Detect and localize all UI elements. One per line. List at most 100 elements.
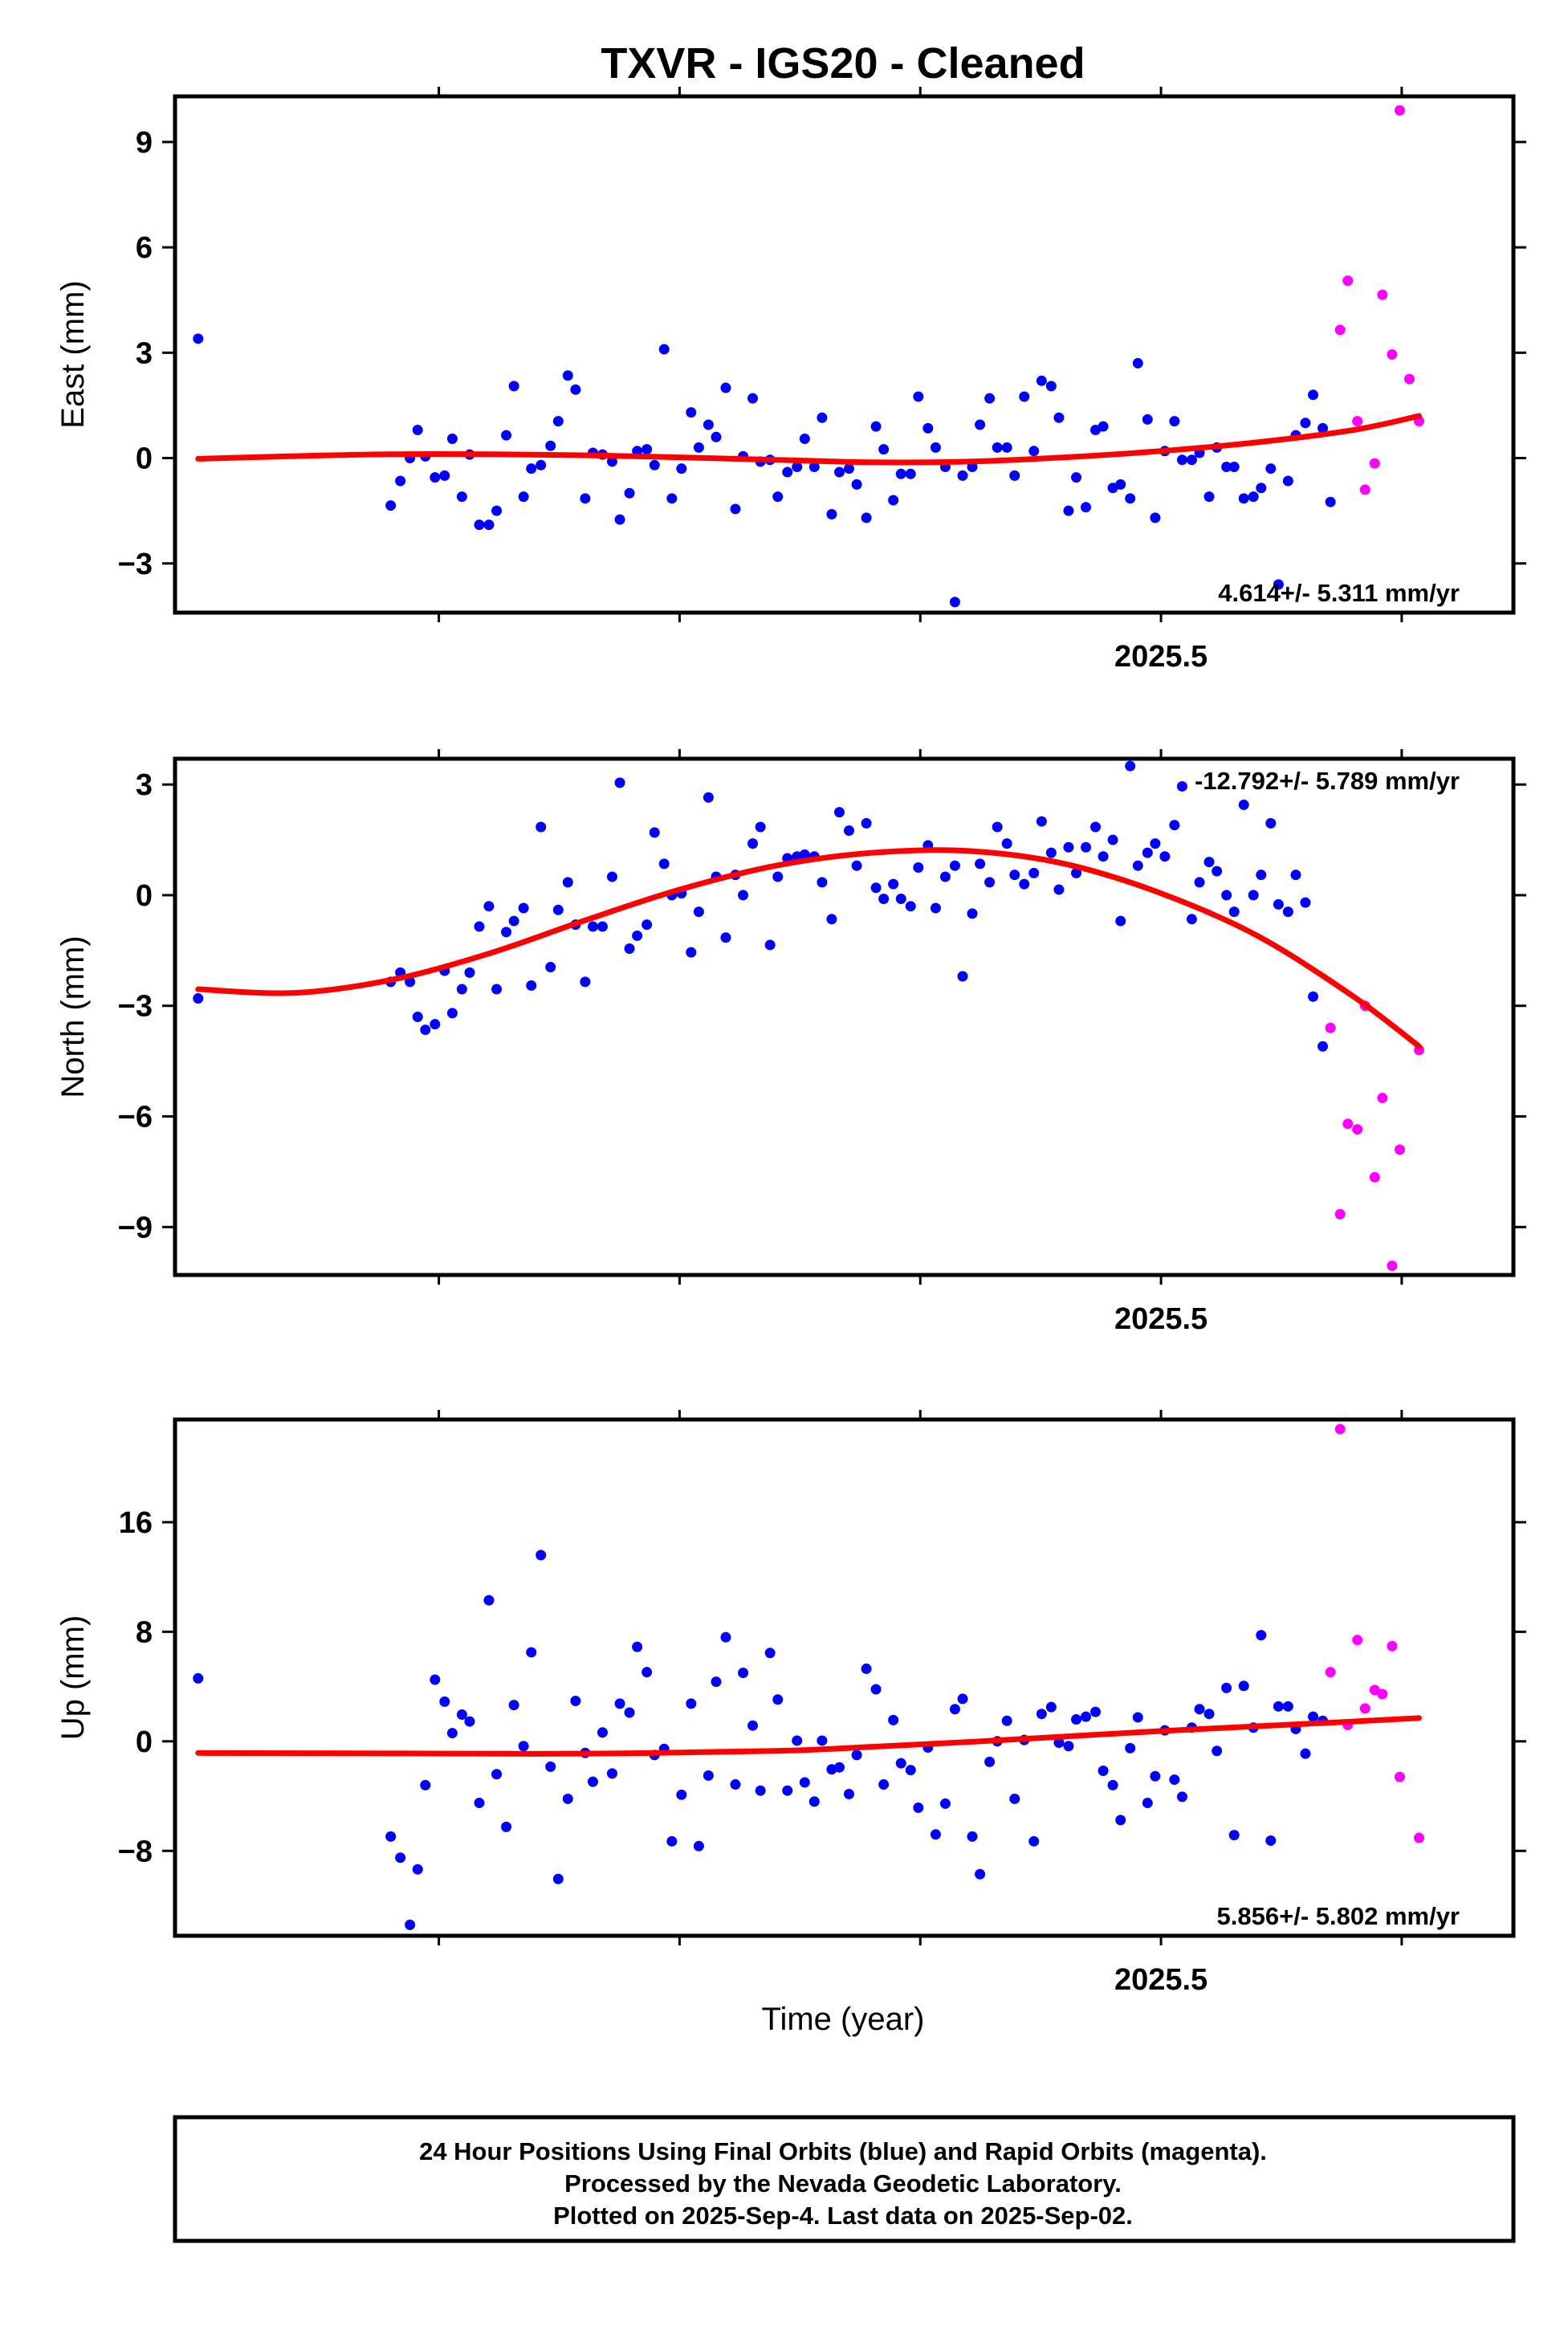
final-orbit-point: [922, 422, 934, 434]
final-orbit-point: [711, 1676, 722, 1688]
final-orbit-point: [518, 491, 529, 503]
final-orbit-point: [888, 1714, 899, 1725]
final-orbit-point: [1053, 412, 1065, 423]
plot-frame: [173, 94, 1516, 615]
final-orbit-point: [536, 821, 547, 833]
final-orbit-point: [1256, 1630, 1267, 1641]
final-orbit-point: [888, 495, 899, 506]
final-orbit-point: [817, 1735, 828, 1746]
final-orbit-point: [738, 890, 749, 901]
rapid-orbit-point: [1369, 1684, 1380, 1696]
final-orbit-point: [755, 821, 766, 833]
final-orbit-point: [957, 470, 968, 481]
rapid-orbit-point: [1352, 1124, 1363, 1135]
final-orbit-point: [570, 384, 581, 395]
y-tick-label: −9: [118, 1211, 153, 1244]
final-orbit-point: [1282, 906, 1293, 918]
rapid-orbit-point: [1334, 324, 1346, 336]
final-orbit-point: [439, 1696, 450, 1707]
final-orbit-point: [1308, 389, 1319, 401]
final-orbit-point: [491, 984, 503, 995]
final-orbit-point: [1221, 1682, 1232, 1693]
final-orbit-point: [792, 461, 803, 472]
final-orbit-point: [526, 463, 537, 475]
final-orbit-point: [666, 1835, 678, 1847]
final-orbit-point: [562, 1793, 573, 1804]
final-orbit-point: [817, 877, 828, 888]
final-orbit-point: [1107, 1779, 1118, 1790]
final-orbit-point: [888, 878, 899, 890]
final-orbit-point: [1169, 416, 1180, 427]
final-orbit-point: [395, 1852, 406, 1864]
final-orbit-point: [552, 416, 564, 427]
final-orbit-point: [518, 902, 529, 914]
final-orbit-point: [1150, 512, 1161, 523]
final-orbit-point: [430, 472, 441, 483]
final-orbit-point: [1001, 838, 1012, 849]
rapid-orbit-point: [1369, 1171, 1380, 1183]
final-orbit-point: [782, 1785, 793, 1796]
footer-box: 24 Hour Positions Using Final Orbits (bl…: [173, 2115, 1516, 2243]
rapid-orbit-point: [1325, 1022, 1336, 1033]
rapid-orbit-point: [1342, 1118, 1354, 1130]
final-orbit-point: [878, 1779, 890, 1790]
plot-frame: [173, 756, 1516, 1277]
final-orbit-point: [799, 433, 810, 444]
final-orbit-point: [1212, 866, 1223, 877]
rapid-orbit-point: [1352, 1635, 1363, 1646]
final-orbit-point: [1142, 1798, 1153, 1809]
final-orbit-point: [834, 1762, 845, 1773]
final-orbit-point: [738, 1668, 749, 1679]
final-orbit-point: [412, 425, 423, 436]
y-tick-label: 3: [136, 768, 153, 802]
final-orbit-point: [526, 980, 537, 991]
final-orbit-point: [1098, 851, 1109, 862]
final-orbit-point: [1186, 454, 1197, 466]
y-tick-label: −3: [118, 548, 153, 581]
final-orbit-point: [1009, 470, 1020, 481]
final-orbit-point: [1238, 799, 1249, 810]
final-orbit-point: [1045, 1701, 1057, 1713]
y-tick-label: −3: [118, 990, 153, 1024]
y-tick-label: 0: [136, 879, 153, 913]
final-orbit-point: [1150, 1770, 1161, 1782]
final-orbit-point: [967, 908, 978, 919]
final-orbit-point: [562, 877, 573, 888]
rapid-orbit-point: [1342, 275, 1354, 287]
final-orbit-point: [1273, 579, 1284, 590]
final-orbit-point: [1256, 870, 1267, 881]
final-orbit-point: [730, 503, 741, 515]
final-orbit-point: [878, 894, 890, 905]
final-orbit-point: [483, 901, 495, 912]
final-orbit-point: [1071, 1714, 1082, 1725]
final-orbit-point: [1081, 502, 1092, 513]
final-orbit-point: [632, 930, 643, 941]
final-orbit-point: [1142, 847, 1153, 858]
final-orbit-point: [1115, 915, 1126, 927]
x-axis-label: Time (year): [762, 2002, 925, 2037]
final-orbit-point: [1028, 446, 1040, 457]
final-orbit-point: [491, 505, 503, 516]
final-orbit-point: [1256, 483, 1267, 494]
final-orbit-point: [1019, 391, 1030, 402]
final-orbit-point: [834, 466, 845, 478]
y-tick-label: 0: [136, 442, 153, 476]
fit-curve: [195, 847, 1422, 1049]
rapid-orbit-point: [1359, 484, 1370, 495]
final-orbit-point: [1063, 1741, 1074, 1752]
final-orbit-point: [624, 1707, 635, 1718]
final-orbit-point: [747, 393, 759, 404]
final-orbit-point: [1194, 1704, 1205, 1715]
final-orbit-point: [1265, 463, 1277, 475]
final-orbit-point: [1194, 877, 1205, 888]
final-orbit-point: [730, 1779, 741, 1790]
final-orbit-point: [1203, 1709, 1215, 1720]
final-orbit-point: [587, 1776, 598, 1787]
final-orbit-point: [905, 901, 916, 912]
rapid-orbit-point: [1352, 416, 1363, 427]
final-orbit-point: [992, 442, 1003, 453]
final-orbit-point: [1009, 870, 1020, 881]
final-orbit-point: [949, 597, 960, 608]
final-orbit-point: [686, 407, 697, 418]
